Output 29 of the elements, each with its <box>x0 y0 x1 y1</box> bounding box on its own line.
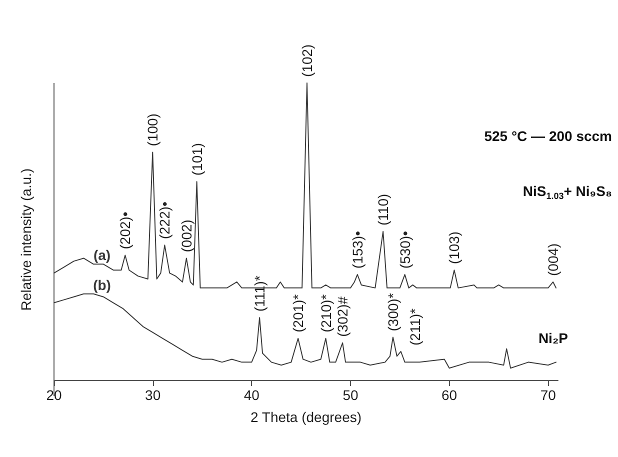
annotation: (111)* <box>252 275 268 312</box>
annotation: (530)• <box>396 230 413 269</box>
x-axis-title: 2 Theta (degrees) <box>250 409 362 425</box>
annotation: (201)* <box>290 294 306 332</box>
annotation: (222)• <box>156 201 173 240</box>
x-tick-label: 40 <box>244 387 260 403</box>
text: 525 °C — 200 sccm <box>484 128 612 144</box>
annotation: (101) <box>188 142 205 176</box>
annotation: (153)• <box>349 230 366 269</box>
annotation: (202)• <box>117 212 134 250</box>
series-label: (b) <box>93 276 111 293</box>
annotation: (103) <box>446 231 462 264</box>
annotation: (102) <box>298 44 315 77</box>
annotation: Ni₂P <box>538 330 568 346</box>
annotation: (110) <box>375 194 392 226</box>
x-tick-label: 50 <box>342 387 358 403</box>
y-axis-title: Relative intensity (a.u.) <box>18 168 34 311</box>
annotation: (300)* <box>384 292 401 332</box>
annotation: (210)* <box>318 294 334 332</box>
annotation: (004) <box>545 243 562 276</box>
x-tick-label: 70 <box>540 387 556 403</box>
annotation: (002) <box>178 220 194 252</box>
annotation: (302)# <box>334 296 351 337</box>
annotation: (100) <box>144 114 161 146</box>
annotation: (211)* <box>406 308 423 346</box>
x-tick-label: 20 <box>46 387 62 403</box>
x-tick-label: 60 <box>442 387 458 403</box>
x-tick-label: 30 <box>145 387 161 403</box>
series-label: (a) <box>93 247 111 264</box>
